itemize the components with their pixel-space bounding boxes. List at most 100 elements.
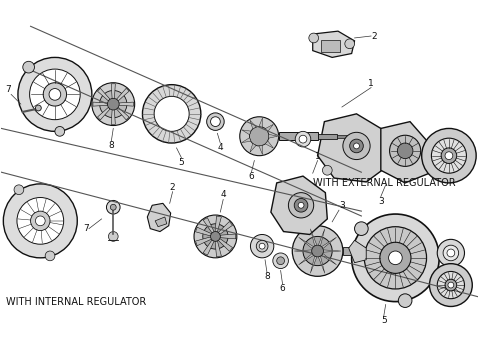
Polygon shape <box>313 31 355 57</box>
Circle shape <box>364 227 427 289</box>
Polygon shape <box>203 218 214 233</box>
Circle shape <box>29 69 80 120</box>
Circle shape <box>309 33 318 43</box>
Circle shape <box>35 216 45 226</box>
Text: 7: 7 <box>5 85 11 94</box>
Circle shape <box>354 143 360 149</box>
Polygon shape <box>321 237 337 249</box>
Circle shape <box>352 214 439 302</box>
Circle shape <box>397 143 413 159</box>
Circle shape <box>273 253 289 269</box>
Circle shape <box>350 139 363 153</box>
Circle shape <box>92 83 135 126</box>
Polygon shape <box>250 144 256 152</box>
Circle shape <box>23 61 34 73</box>
Circle shape <box>437 239 465 267</box>
Circle shape <box>312 245 323 257</box>
Text: WITH INTERNAL REGULATOR: WITH INTERNAL REGULATOR <box>6 297 147 307</box>
Text: 8: 8 <box>264 273 270 282</box>
Text: 4: 4 <box>218 143 223 152</box>
Polygon shape <box>203 240 214 255</box>
Circle shape <box>249 126 269 146</box>
Polygon shape <box>381 122 431 183</box>
Bar <box>318 134 337 139</box>
Text: 8: 8 <box>108 141 114 150</box>
Polygon shape <box>111 110 115 125</box>
Circle shape <box>55 126 65 136</box>
Circle shape <box>240 117 279 156</box>
Circle shape <box>355 222 368 235</box>
Circle shape <box>256 240 268 252</box>
Circle shape <box>429 264 472 306</box>
Text: 5: 5 <box>381 316 387 325</box>
Polygon shape <box>119 102 134 106</box>
Circle shape <box>390 135 421 166</box>
Polygon shape <box>117 107 129 120</box>
Circle shape <box>343 132 370 159</box>
Polygon shape <box>93 102 107 106</box>
Circle shape <box>289 193 314 218</box>
Polygon shape <box>220 234 236 239</box>
Polygon shape <box>349 240 366 263</box>
Circle shape <box>207 113 224 130</box>
Polygon shape <box>259 145 263 154</box>
Circle shape <box>250 234 274 258</box>
Polygon shape <box>321 253 337 265</box>
Polygon shape <box>98 107 110 120</box>
Circle shape <box>30 211 50 231</box>
Circle shape <box>154 96 189 131</box>
Circle shape <box>259 243 265 249</box>
Polygon shape <box>218 221 233 234</box>
Text: 1: 1 <box>368 78 374 87</box>
Polygon shape <box>318 256 325 273</box>
Circle shape <box>143 85 201 143</box>
Circle shape <box>211 231 220 241</box>
Polygon shape <box>259 118 263 127</box>
Circle shape <box>110 204 116 210</box>
Text: 7: 7 <box>83 224 89 233</box>
Circle shape <box>277 257 285 265</box>
Polygon shape <box>196 227 211 236</box>
Bar <box>343 247 372 255</box>
Circle shape <box>108 231 118 241</box>
Text: 6: 6 <box>280 284 286 293</box>
Text: 2: 2 <box>170 183 175 192</box>
Circle shape <box>293 226 343 276</box>
Bar <box>279 132 318 140</box>
Circle shape <box>443 245 459 261</box>
Circle shape <box>3 184 77 258</box>
Circle shape <box>299 135 307 143</box>
Polygon shape <box>111 84 115 98</box>
Circle shape <box>448 282 454 288</box>
Circle shape <box>45 251 55 261</box>
Polygon shape <box>117 88 129 101</box>
Polygon shape <box>196 237 211 246</box>
Polygon shape <box>269 134 278 138</box>
Circle shape <box>322 165 332 175</box>
Polygon shape <box>310 229 317 246</box>
Circle shape <box>431 138 466 173</box>
Polygon shape <box>310 256 317 273</box>
Circle shape <box>295 131 311 147</box>
Text: 5: 5 <box>178 158 184 167</box>
Circle shape <box>422 129 476 183</box>
Bar <box>337 135 352 138</box>
Circle shape <box>294 198 308 212</box>
Text: 1: 1 <box>315 152 320 161</box>
Polygon shape <box>250 120 256 129</box>
Circle shape <box>447 249 455 257</box>
Polygon shape <box>299 253 314 265</box>
Circle shape <box>106 201 120 214</box>
Circle shape <box>445 279 457 291</box>
Polygon shape <box>271 176 327 234</box>
Polygon shape <box>294 250 312 252</box>
Circle shape <box>380 242 411 273</box>
Text: WITH EXTERNAL REGULATOR: WITH EXTERNAL REGULATOR <box>313 178 455 188</box>
Bar <box>320 40 340 51</box>
Circle shape <box>18 57 92 131</box>
Circle shape <box>17 198 64 244</box>
Polygon shape <box>155 217 167 227</box>
Polygon shape <box>218 239 233 251</box>
Polygon shape <box>215 216 221 232</box>
Circle shape <box>35 105 41 111</box>
